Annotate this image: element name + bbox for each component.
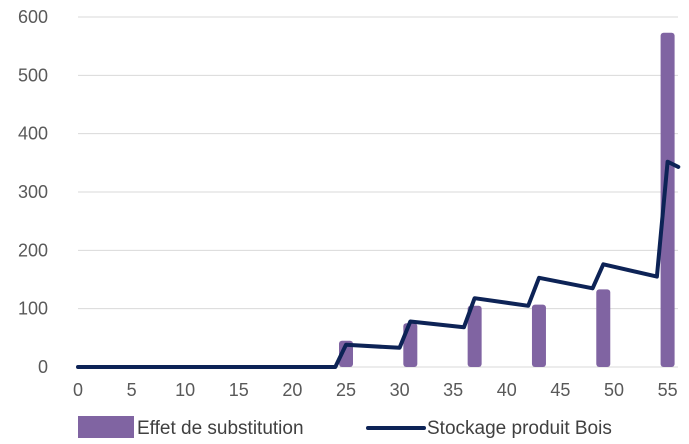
- x-tick-label-5: 5: [127, 380, 137, 400]
- legend: Effet de substitution Stockage produit B…: [78, 416, 612, 439]
- legend-label-bar: Effet de substitution: [137, 418, 304, 439]
- x-tick-label-45: 45: [550, 380, 570, 400]
- bar-x43: [531, 304, 546, 367]
- bar-x25: [339, 340, 353, 367]
- y-tick-label-500: 500: [18, 65, 48, 85]
- y-tick-label-400: 400: [18, 124, 48, 144]
- bar-series: [339, 32, 675, 367]
- bar-x37: [467, 305, 482, 367]
- x-tick-label-25: 25: [336, 380, 356, 400]
- legend-label-line: Stockage produit Bois: [427, 418, 612, 439]
- y-tick-label-200: 200: [18, 240, 48, 260]
- y-axis-ticks: 0 100 200 300 400 500 600: [18, 7, 48, 377]
- bar-x55: [660, 32, 675, 367]
- x-tick-label-30: 30: [390, 380, 410, 400]
- gridlines: [78, 16, 678, 368]
- y-tick-label-100: 100: [18, 299, 48, 319]
- x-tick-label-0: 0: [73, 380, 83, 400]
- x-tick-label-35: 35: [443, 380, 463, 400]
- y-tick-label-0: 0: [38, 357, 48, 377]
- x-tick-label-20: 20: [282, 380, 302, 400]
- y-tick-label-300: 300: [18, 182, 48, 202]
- line-series: [76, 159, 681, 369]
- series-line: [76, 159, 681, 369]
- legend-swatch-bar: [78, 416, 134, 438]
- x-tick-label-40: 40: [497, 380, 517, 400]
- x-tick-label-15: 15: [229, 380, 249, 400]
- y-tick-label-600: 600: [18, 7, 48, 27]
- x-tick-label-10: 10: [175, 380, 195, 400]
- x-axis-ticks: 0 5 10 15 20 25 30 35 40 45 50 55: [73, 380, 678, 400]
- bar-x49: [596, 289, 611, 367]
- x-tick-label-55: 55: [658, 380, 678, 400]
- x-tick-label-50: 50: [604, 380, 624, 400]
